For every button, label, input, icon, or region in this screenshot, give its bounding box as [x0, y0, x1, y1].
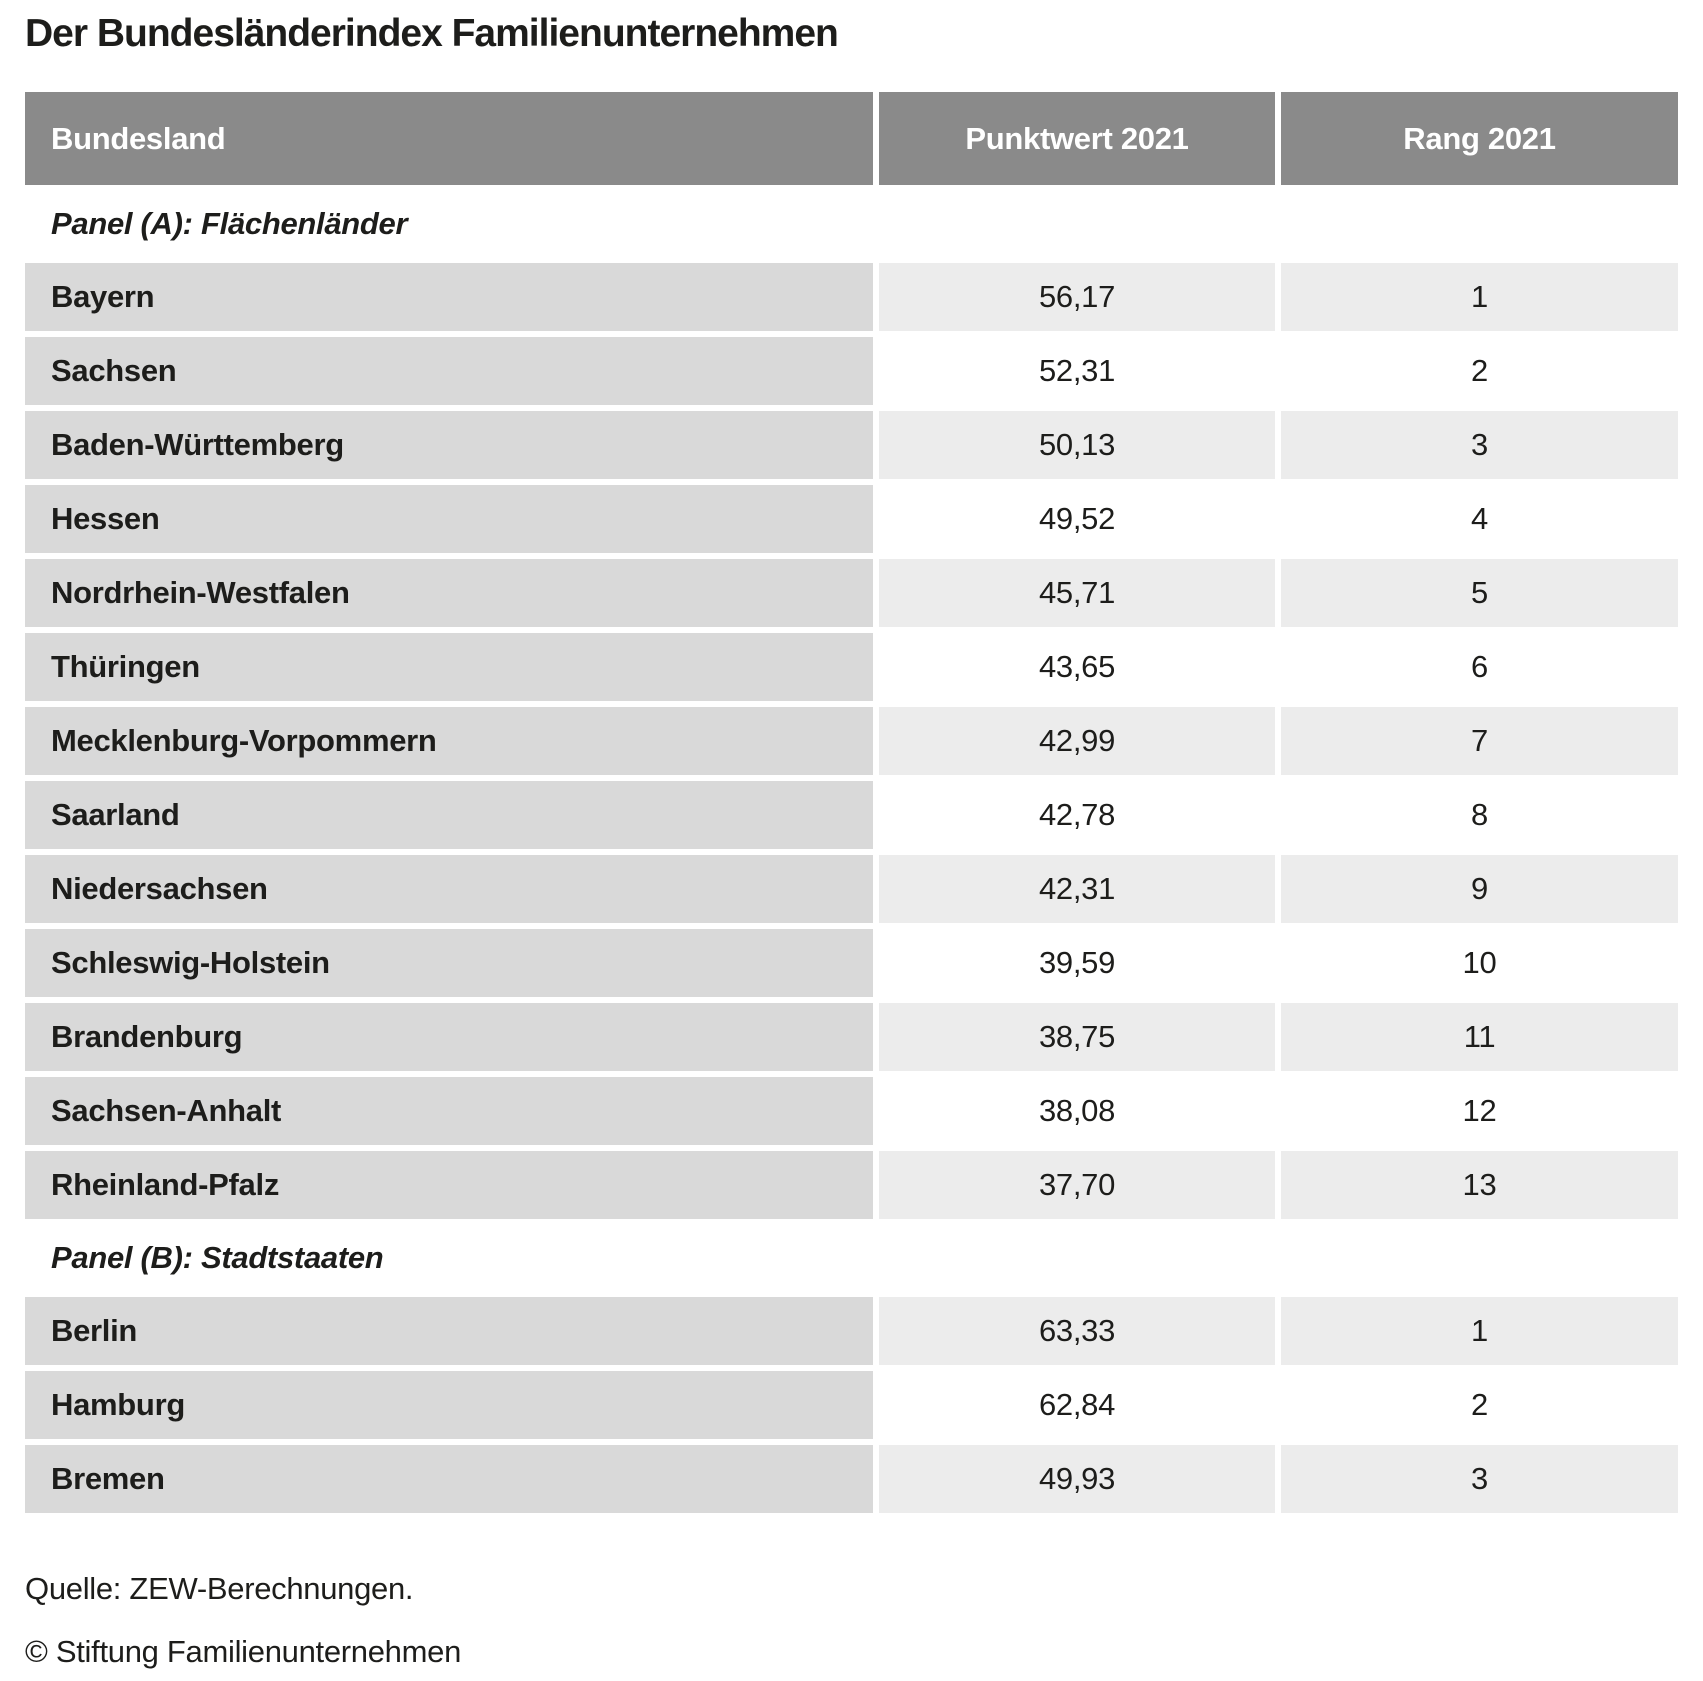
panel-label-a: Panel (A): Flächenländer	[25, 191, 1678, 257]
panel-label-b: Panel (B): Stadtstaaten	[25, 1225, 1678, 1291]
row-bundesland-name: Hamburg	[25, 1371, 873, 1439]
row-bundesland-name: Hessen	[25, 485, 873, 553]
source-note: Quelle: ZEW-Berechnungen.	[25, 1571, 414, 1606]
row-bundesland-name: Nordrhein-Westfalen	[25, 559, 873, 627]
row-punktwert-value: 37,70	[879, 1151, 1275, 1219]
row-punktwert-value: 62,84	[879, 1371, 1275, 1439]
row-punktwert-value: 49,93	[879, 1445, 1275, 1513]
row-punktwert-value: 42,31	[879, 855, 1275, 923]
row-punktwert-value: 56,17	[879, 263, 1275, 331]
row-rang-value: 3	[1281, 1445, 1678, 1513]
row-rang-value: 5	[1281, 559, 1678, 627]
row-bundesland-name: Baden-Württemberg	[25, 411, 873, 479]
row-bundesland-name: Bayern	[25, 263, 873, 331]
row-rang-value: 13	[1281, 1151, 1678, 1219]
row-bundesland-name: Rheinland-Pfalz	[25, 1151, 873, 1219]
column-header-punktwert-2021: Punktwert 2021	[879, 92, 1275, 185]
row-rang-value: 12	[1281, 1077, 1678, 1145]
row-bundesland-name: Sachsen-Anhalt	[25, 1077, 873, 1145]
row-punktwert-value: 42,99	[879, 707, 1275, 775]
row-bundesland-name: Bremen	[25, 1445, 873, 1513]
row-punktwert-value: 38,75	[879, 1003, 1275, 1071]
row-rang-value: 7	[1281, 707, 1678, 775]
row-punktwert-value: 38,08	[879, 1077, 1275, 1145]
row-rang-value: 2	[1281, 1371, 1678, 1439]
page-title: Der Bundesländerindex Familienunternehme…	[25, 12, 839, 55]
row-rang-value: 11	[1281, 1003, 1678, 1071]
row-bundesland-name: Schleswig-Holstein	[25, 929, 873, 997]
row-rang-value: 6	[1281, 633, 1678, 701]
row-bundesland-name: Niedersachsen	[25, 855, 873, 923]
row-rang-value: 2	[1281, 337, 1678, 405]
row-bundesland-name: Mecklenburg-Vorpommern	[25, 707, 873, 775]
row-punktwert-value: 49,52	[879, 485, 1275, 553]
row-rang-value: 1	[1281, 1297, 1678, 1365]
row-punktwert-value: 63,33	[879, 1297, 1275, 1365]
row-punktwert-value: 50,13	[879, 411, 1275, 479]
column-header-bundesland: Bundesland	[25, 92, 873, 185]
bundeslaenderindex-table: Bundesland Punktwert 2021 Rang 2021 Panel (…	[25, 92, 1678, 1513]
copyright-note: © Stiftung Familienunternehmen	[25, 1634, 462, 1669]
row-punktwert-value: 45,71	[879, 559, 1275, 627]
column-header-rang-2021: Rang 2021	[1281, 92, 1678, 185]
row-rang-value: 3	[1281, 411, 1678, 479]
row-bundesland-name: Saarland	[25, 781, 873, 849]
figure-footer: Quelle: ZEW-Berechnungen. © Stiftung Fam…	[25, 1571, 1677, 1670]
row-bundesland-name: Sachsen	[25, 337, 873, 405]
row-bundesland-name: Berlin	[25, 1297, 873, 1365]
row-punktwert-value: 42,78	[879, 781, 1275, 849]
row-rang-value: 10	[1281, 929, 1678, 997]
row-rang-value: 8	[1281, 781, 1678, 849]
row-punktwert-value: 39,59	[879, 929, 1275, 997]
row-bundesland-name: Thüringen	[25, 633, 873, 701]
row-rang-value: 4	[1281, 485, 1678, 553]
row-rang-value: 1	[1281, 263, 1678, 331]
row-rang-value: 9	[1281, 855, 1678, 923]
row-bundesland-name: Brandenburg	[25, 1003, 873, 1071]
row-punktwert-value: 52,31	[879, 337, 1275, 405]
row-punktwert-value: 43,65	[879, 633, 1275, 701]
